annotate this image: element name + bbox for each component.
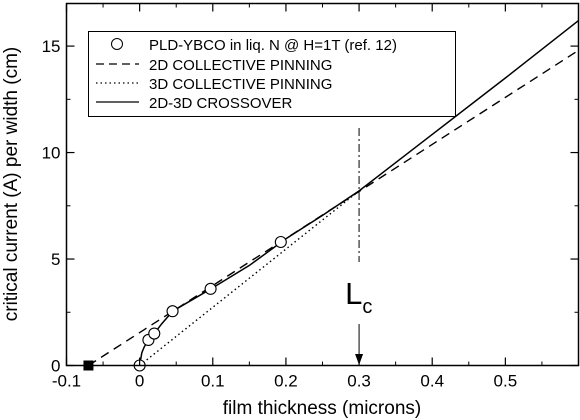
y-axis-ticks: 0 5 10 15 [42, 37, 579, 376]
legend-entry-2d: 2D COLLECTIVE PINNING [96, 57, 332, 74]
data-point [274, 235, 287, 249]
x-tick-label: 0.4 [420, 372, 444, 391]
x-tick-label: 0 [135, 372, 144, 391]
x-tick-label: 0.5 [494, 372, 518, 391]
legend-circle-marker [111, 38, 123, 50]
x-axis-ticks: -0.1 0 0.1 0.2 0.3 0.4 0.5 [52, 3, 543, 391]
x-tick-label: -0.1 [52, 372, 81, 391]
legend-entry-3d: 3D COLLECTIVE PINNING [96, 76, 332, 93]
data-point [166, 305, 179, 318]
x-tick-label: 0.3 [347, 372, 371, 391]
lc-label: Lc [345, 276, 372, 318]
legend-label: 3D COLLECTIVE PINNING [149, 76, 332, 93]
x-tick-label: 0.1 [201, 372, 225, 391]
legend-label: 2D COLLECTIVE PINNING [149, 57, 332, 74]
legend: PLD-YBCO in liq. N @ H=1T (ref. 12) 2D C… [88, 31, 456, 117]
y-tick-label: 0 [51, 357, 60, 376]
legend-entry-crossover: 2D-3D CROSSOVER [96, 95, 293, 112]
x-axis-label: film thickness (microns) [223, 398, 421, 419]
y-axis-label: critical current (A) per width (cm) [1, 47, 22, 322]
data-point [148, 327, 161, 340]
data-markers [133, 235, 287, 372]
legend-box [88, 31, 456, 117]
annotations: Lc [83, 128, 372, 371]
y-tick-label: 10 [42, 144, 61, 163]
legend-label: 2D-3D CROSSOVER [149, 95, 293, 112]
y-tick-label: 5 [51, 250, 60, 269]
series-line-dotted [139, 190, 360, 366]
x-tick-label: 0.2 [274, 372, 298, 391]
y-tick-label: 15 [42, 37, 61, 56]
data-point [204, 282, 217, 295]
legend-label: PLD-YBCO in liq. N @ H=1T (ref. 12) [149, 37, 397, 54]
legend-entry-data: PLD-YBCO in liq. N @ H=1T (ref. 12) [111, 37, 397, 54]
